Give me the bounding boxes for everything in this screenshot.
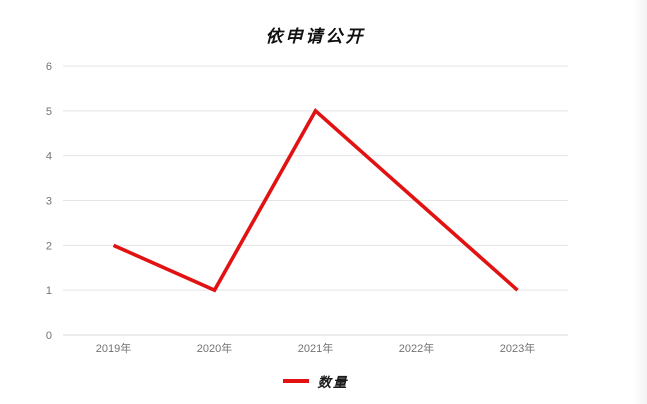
chart-title: 依申请公开 [265,27,366,47]
chart-legend: 数量 [63,371,568,391]
y-axis-tick-label: 1 [46,285,52,297]
y-axis-tick-label: 5 [46,106,52,118]
series-line [112,108,519,293]
y-axis-tick-label: 6 [46,61,52,73]
y-axis-tick-label: 4 [46,151,52,163]
y-axis-tick-label: 0 [46,330,52,342]
x-axis-tick-label: 2020年 [197,341,232,355]
x-axis-tick-label: 2022年 [399,341,434,355]
y-axis-tick-labels: 0 1 2 3 4 5 6 [46,61,52,342]
x-axis-tick-label: 2019年 [96,341,131,355]
x-axis-tick-label: 2023年 [500,341,535,355]
y-axis-tick-label: 2 [46,240,52,252]
x-axis-tick-labels: 2019年 2020年 2021年 2022年 2023年 [96,341,535,355]
y-axis-tick-label: 3 [46,196,52,208]
x-axis-tick-label: 2021年 [298,341,333,355]
gridline-group [63,65,568,336]
legend-series-label: 数量 [317,375,349,391]
legend-line-swatch [282,379,309,383]
series-group [112,108,519,293]
